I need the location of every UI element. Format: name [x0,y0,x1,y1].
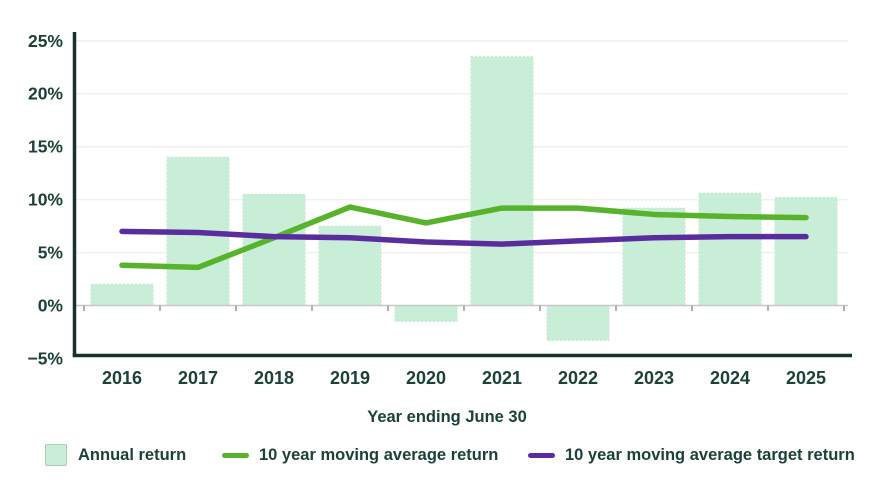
x-tick-label-2021: 2021 [482,368,522,388]
legend-item-target-return: 10 year moving average target return [528,443,855,467]
y-tick-label: 0% [38,296,64,316]
legend-label-target-return: 10 year moving average target return [565,445,855,464]
y-tick-label: 15% [28,137,63,157]
x-tick-label-2024: 2024 [710,368,750,388]
x-tick-label-2019: 2019 [330,368,370,388]
bar-2020 [394,305,458,322]
bar-2022 [546,305,610,341]
legend-label-moving-average-return: 10 year moving average return [259,445,499,464]
y-tick-label: 5% [38,243,64,263]
x-tick-label-2020: 2020 [406,368,446,388]
x-tick-label-2023: 2023 [634,368,674,388]
moving-average-return-line [119,204,809,271]
bar-2025 [774,197,838,306]
legend-item-moving-average-return: 10 year moving average return [222,443,498,467]
y-tick-label: 25% [28,31,63,51]
x-tick-label-2025: 2025 [786,368,826,388]
y-tick-label: −5% [27,348,63,368]
bar-2021 [470,56,534,306]
x-tick-label-2017: 2017 [178,368,218,388]
bar-2023 [622,207,686,306]
bar-swatch-icon [45,444,67,466]
plot-area: 25% 20% 15% 10% 5% 0% −5% 2016 2017 2018 2019 2020 2… [27,31,852,388]
green-line-swatch-icon [222,452,249,458]
x-tick-label-2022: 2022 [558,368,598,388]
purple-line-swatch-icon [528,452,555,458]
x-tick-label-2018: 2018 [254,368,294,388]
x-axis-title: Year ending June 30 [367,408,527,426]
y-tick-label: 20% [28,84,63,104]
bar-2016 [90,283,154,307]
legend-label-annual-return: Annual return [78,445,187,464]
bar-2024 [698,192,762,306]
bar-2018 [242,193,306,307]
target-return-line [119,228,809,247]
x-tick-label-2016: 2016 [102,368,142,388]
y-tick-label: 10% [28,190,63,210]
legend-item-annual-return: Annual return [45,443,186,467]
